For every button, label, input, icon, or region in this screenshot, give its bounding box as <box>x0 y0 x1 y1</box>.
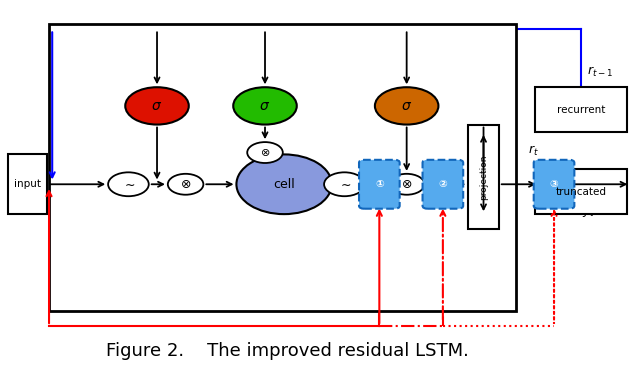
Text: $r_{t-1}$: $r_{t-1}$ <box>588 65 613 79</box>
Text: $\otimes$: $\otimes$ <box>401 178 412 191</box>
FancyBboxPatch shape <box>359 160 399 209</box>
FancyBboxPatch shape <box>534 160 574 209</box>
Text: $\otimes$: $\otimes$ <box>260 147 270 158</box>
FancyBboxPatch shape <box>468 124 499 229</box>
Text: recurrent: recurrent <box>557 105 605 115</box>
Text: $\sigma$: $\sigma$ <box>401 99 412 113</box>
Circle shape <box>375 87 438 124</box>
Text: $f_t$: $f_t$ <box>222 118 232 135</box>
Text: $y_t$: $y_t$ <box>582 205 596 219</box>
Text: $o_t$: $o_t$ <box>365 135 378 148</box>
Text: $\sigma$: $\sigma$ <box>260 99 271 113</box>
Circle shape <box>168 174 204 195</box>
Text: truncated: truncated <box>556 187 607 197</box>
FancyBboxPatch shape <box>422 160 463 209</box>
Text: Figure 2.    The improved residual LSTM.: Figure 2. The improved residual LSTM. <box>106 342 469 360</box>
Text: input: input <box>14 179 41 189</box>
Circle shape <box>247 142 283 163</box>
Text: $m_t$: $m_t$ <box>431 211 449 224</box>
Ellipse shape <box>237 155 332 214</box>
Text: $\sim$: $\sim$ <box>338 178 351 191</box>
Text: ②: ② <box>438 179 447 189</box>
Text: $x_t$: $x_t$ <box>61 209 75 223</box>
FancyBboxPatch shape <box>8 155 47 214</box>
Text: ③: ③ <box>550 179 558 189</box>
Text: $i_t$: $i_t$ <box>133 130 142 146</box>
Circle shape <box>324 172 365 196</box>
Text: $\sim$: $\sim$ <box>122 178 135 191</box>
FancyBboxPatch shape <box>49 24 516 311</box>
Text: $g_t$: $g_t$ <box>128 209 142 223</box>
Text: ①: ① <box>375 179 383 189</box>
Text: $r_t$: $r_t$ <box>528 144 539 158</box>
Circle shape <box>108 172 149 196</box>
Text: $\otimes$: $\otimes$ <box>180 178 191 191</box>
FancyBboxPatch shape <box>535 87 627 132</box>
Text: projection: projection <box>479 154 488 200</box>
Circle shape <box>389 174 424 195</box>
Text: $c_t$: $c_t$ <box>303 135 316 148</box>
Text: $\sigma$: $\sigma$ <box>151 99 163 113</box>
Circle shape <box>125 87 189 124</box>
Circle shape <box>234 87 297 124</box>
FancyBboxPatch shape <box>535 169 627 214</box>
Text: cell: cell <box>273 178 295 191</box>
